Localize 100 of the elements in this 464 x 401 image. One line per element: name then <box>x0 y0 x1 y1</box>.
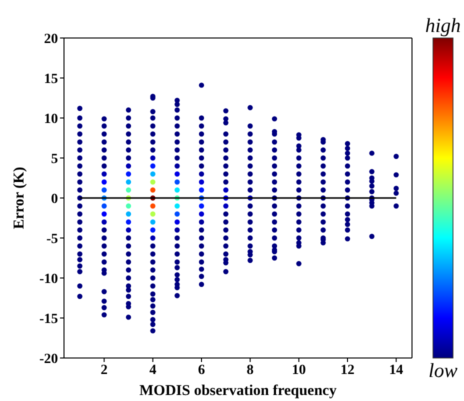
point <box>272 171 278 177</box>
point <box>248 105 253 110</box>
point <box>198 147 204 153</box>
point <box>344 203 350 209</box>
point <box>369 183 374 189</box>
x-tick-label: 2 <box>100 362 108 378</box>
point <box>174 243 180 249</box>
point <box>344 171 350 177</box>
point <box>296 203 302 209</box>
point <box>394 154 399 159</box>
point <box>248 179 253 185</box>
point <box>126 147 132 153</box>
point <box>223 139 228 145</box>
point <box>150 123 156 129</box>
y-tick-label: -5 <box>46 232 58 247</box>
point <box>77 227 82 233</box>
point <box>174 277 180 282</box>
point <box>102 171 107 177</box>
point <box>150 131 156 137</box>
point <box>223 120 228 126</box>
point <box>102 211 107 217</box>
point <box>272 116 278 122</box>
point <box>223 203 228 209</box>
point <box>198 235 204 241</box>
point <box>248 211 253 217</box>
point <box>126 314 132 320</box>
point <box>198 282 204 287</box>
point <box>77 283 82 289</box>
point <box>102 219 107 225</box>
point <box>174 131 180 137</box>
point <box>198 227 204 233</box>
x-tick-label: 6 <box>198 362 205 378</box>
y-tick-label: 20 <box>44 32 58 47</box>
point <box>150 147 156 153</box>
point <box>126 219 132 225</box>
point <box>223 171 228 177</box>
point <box>174 187 180 193</box>
point <box>174 272 180 278</box>
point <box>150 267 156 273</box>
point <box>369 189 374 194</box>
point <box>248 123 253 129</box>
x-tick-label: 4 <box>149 362 156 378</box>
point <box>150 275 156 281</box>
point <box>248 171 253 177</box>
point <box>150 227 156 233</box>
point <box>174 211 180 217</box>
x-tick-label: 12 <box>340 362 355 378</box>
point <box>150 251 156 257</box>
point <box>223 131 228 137</box>
point <box>223 155 228 161</box>
point <box>150 243 156 249</box>
point <box>126 107 132 113</box>
point <box>126 115 132 121</box>
point <box>223 269 228 274</box>
x-tick-label: 8 <box>246 362 254 378</box>
point <box>102 227 107 233</box>
point <box>77 139 82 145</box>
point <box>198 203 204 209</box>
point <box>320 147 326 153</box>
point <box>320 171 326 177</box>
point <box>150 259 156 265</box>
point <box>126 187 132 193</box>
point <box>126 243 132 249</box>
point <box>126 251 132 257</box>
y-tick-label: 10 <box>44 112 58 127</box>
point <box>223 219 228 225</box>
point <box>150 109 156 114</box>
point <box>150 328 156 334</box>
point <box>102 163 107 169</box>
point <box>150 203 156 209</box>
point <box>223 227 228 233</box>
point <box>77 179 82 185</box>
point <box>344 155 350 161</box>
point <box>320 219 326 225</box>
point <box>223 211 228 217</box>
point <box>102 147 107 153</box>
point <box>344 222 350 227</box>
point <box>223 179 228 185</box>
point <box>102 312 107 318</box>
point <box>150 317 156 322</box>
point <box>150 171 156 177</box>
point <box>77 187 82 193</box>
point <box>102 251 107 257</box>
point <box>272 255 278 261</box>
point <box>150 303 156 309</box>
point <box>198 243 204 249</box>
point <box>77 269 82 274</box>
point <box>198 139 204 145</box>
point <box>344 141 350 146</box>
point <box>248 258 253 263</box>
point <box>174 102 180 107</box>
point <box>126 139 132 145</box>
point <box>198 251 204 257</box>
point <box>198 115 204 121</box>
point <box>150 179 156 185</box>
point <box>248 163 253 169</box>
point <box>248 203 253 209</box>
point <box>77 131 82 137</box>
point <box>198 123 204 129</box>
point <box>174 163 180 169</box>
